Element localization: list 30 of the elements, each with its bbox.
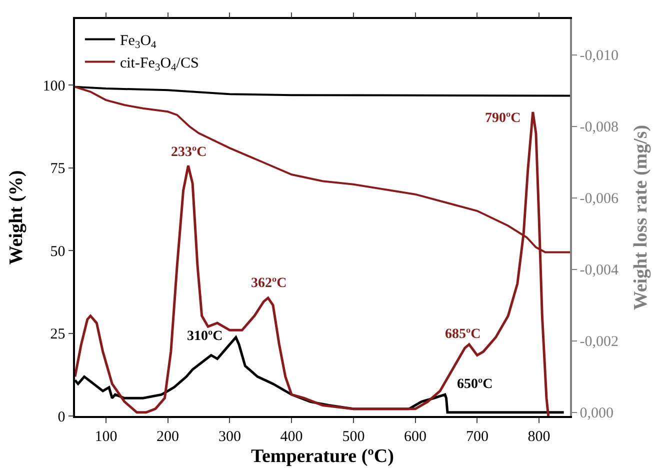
annotation: 233ºC	[171, 145, 207, 160]
y2-tick-label: 0,000	[580, 406, 614, 422]
y2-tick-label: -0,010	[580, 48, 618, 64]
annotation: 790ºC	[485, 111, 521, 126]
x-tick-label: 300	[218, 428, 241, 445]
x-tick-label: 700	[466, 428, 488, 445]
y2-tick-label: -0,006	[580, 191, 619, 208]
x-tick-label: 400	[280, 428, 303, 445]
y2-tick-label: -0,004	[580, 262, 619, 279]
annotation: 685ºC	[445, 327, 481, 342]
x-axis-title: Temperature (ºC)	[251, 446, 394, 468]
y-axis-title: Weight (%)	[6, 170, 28, 265]
y2-tick-label: -0,002	[580, 334, 618, 350]
y-tick-label: 25	[50, 326, 66, 343]
y-tick-label: 50	[50, 244, 66, 260]
annotation: 310ºC	[187, 329, 223, 344]
x-tick-label: 500	[342, 428, 365, 445]
y2-axis-title: Weight loss rate (mg/s)	[630, 124, 652, 310]
annotation: 362ºC	[251, 276, 287, 291]
y-tick-label: 75	[50, 161, 66, 178]
x-tick-label: 200	[156, 428, 180, 445]
legend-label: cit-Fe$_{3}$O$_{4}$/CS	[120, 56, 199, 74]
x-tick-label: 600	[404, 428, 427, 445]
annotation: 650ºC	[457, 377, 493, 392]
y2-tick-label: -0,008	[580, 120, 618, 136]
x-tick-label: 800	[528, 428, 550, 445]
y-tick-label: 0	[58, 409, 66, 426]
legend-label: Fe$_{3}$O$_{4}$	[120, 33, 158, 52]
x-tick-label: 100	[94, 428, 118, 445]
y-tick-label: 100	[42, 78, 66, 94]
